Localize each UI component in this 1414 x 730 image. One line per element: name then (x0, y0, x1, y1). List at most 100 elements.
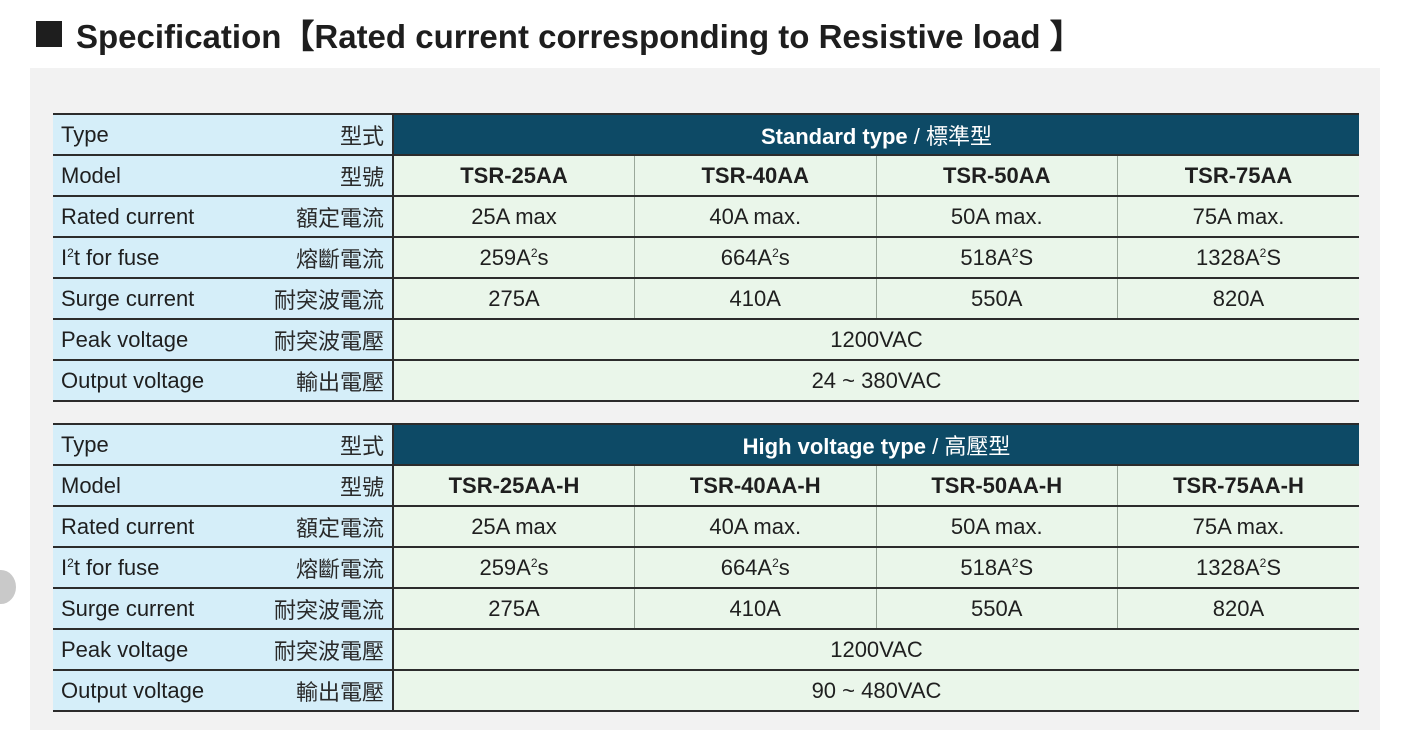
surge-current-cell: 820A (1117, 278, 1359, 320)
surge-current-label-zh: 耐突波電流 (273, 287, 384, 313)
type-row: Type 型式 High voltage type / 高壓型 (53, 423, 1359, 466)
rated-current-label-zh: 額定電流 (295, 515, 384, 541)
peak-voltage-label-zh: 耐突波電壓 (273, 638, 384, 664)
peak-voltage-row: Peak voltage 耐突波電壓 1200VAC (53, 319, 1359, 361)
model-cell: TSR-40AA-H (634, 465, 877, 507)
output-voltage-label-zh: 輸出電壓 (295, 369, 384, 395)
model-cell: TSR-25AA-H (393, 465, 635, 507)
i2t-cell: 518A2S (876, 547, 1118, 589)
type-row: Type 型式 Standard type / 標準型 (53, 113, 1359, 156)
i2t-label-text: t for fuse (73, 554, 160, 580)
model-label-zh: 型號 (339, 164, 384, 190)
i2t-label-sup: 2 (67, 555, 74, 570)
peak-voltage-row: Peak voltage 耐突波電壓 1200VAC (53, 629, 1359, 671)
type-label-en: Type (61, 121, 109, 147)
standard-type-header: Standard type / 標準型 (393, 113, 1359, 156)
i2t-label: I2t for fuse 熔斷電流 (53, 547, 394, 589)
page-title: Specification【Rated current correspondin… (36, 12, 1083, 56)
i2t-cell: 664A2s (634, 237, 877, 279)
model-cell: TSR-25AA (393, 155, 635, 197)
i2t-cell: 1328A2S (1117, 547, 1359, 589)
model-row: Model 型號 TSR-25AA TSR-40AA TSR-50AA TSR-… (53, 155, 1359, 197)
model-cell: TSR-50AA-H (876, 465, 1118, 507)
model-cell: TSR-50AA (876, 155, 1118, 197)
page-title-text: Specification【Rated current correspondin… (76, 18, 1083, 55)
peak-voltage-label-en: Peak voltage (61, 636, 189, 662)
model-label-en: Model (61, 472, 121, 498)
model-cell: TSR-75AA-H (1117, 465, 1359, 507)
type-label: Type 型式 (53, 113, 394, 156)
peak-voltage-label: Peak voltage 耐突波電壓 (53, 629, 394, 671)
i2t-label-pre: I (61, 244, 68, 270)
output-voltage-label-en: Output voltage (61, 367, 205, 393)
output-voltage-row: Output voltage 輸出電壓 90 ~ 480VAC (53, 670, 1359, 712)
model-label-zh: 型號 (339, 474, 384, 500)
model-cell: TSR-75AA (1117, 155, 1359, 197)
output-voltage-row: Output voltage 輸出電壓 24 ~ 380VAC (53, 360, 1359, 402)
peak-voltage-cell: 1200VAC (393, 319, 1359, 361)
surge-current-label-en: Surge current (61, 595, 195, 621)
i2t-label-pre: I (61, 554, 68, 580)
output-voltage-label: Output voltage 輸出電壓 (53, 670, 394, 712)
rated-current-label-zh: 額定電流 (295, 205, 384, 231)
peak-voltage-label-zh: 耐突波電壓 (273, 328, 384, 354)
type-label-zh: 型式 (339, 123, 384, 149)
rated-current-label: Rated current 額定電流 (53, 196, 394, 238)
rated-current-row: Rated current 額定電流 25A max 40A max. 50A … (53, 196, 1359, 238)
surge-current-cell: 410A (634, 278, 877, 320)
high-voltage-type-header: High voltage type / 高壓型 (393, 423, 1359, 466)
high-voltage-type-table: Type 型式 High voltage type / 高壓型 Model 型號… (53, 423, 1359, 712)
i2t-label: I2t for fuse 熔斷電流 (53, 237, 394, 279)
output-voltage-cell: 24 ~ 380VAC (393, 360, 1359, 402)
i2t-cell: 259A2s (393, 237, 635, 279)
peak-voltage-label-en: Peak voltage (61, 326, 189, 352)
surge-current-cell: 410A (634, 588, 877, 630)
standard-type-en: Standard type (760, 123, 908, 149)
rated-current-row: Rated current 額定電流 25A max 40A max. 50A … (53, 506, 1359, 548)
surge-current-cell: 275A (393, 278, 635, 320)
i2t-row: I2t for fuse 熔斷電流 259A2s 664A2s 518A2S 1… (53, 237, 1359, 279)
output-voltage-label: Output voltage 輸出電壓 (53, 360, 394, 402)
i2t-label-en: I2t for fuse (61, 555, 159, 581)
i2t-cell: 518A2S (876, 237, 1118, 279)
rated-current-cell: 50A max. (876, 196, 1118, 238)
i2t-label-en: I2t for fuse (61, 245, 159, 271)
surge-current-label: Surge current 耐突波電流 (53, 588, 394, 630)
model-row: Model 型號 TSR-25AA-H TSR-40AA-H TSR-50AA-… (53, 465, 1359, 507)
surge-current-cell: 550A (876, 588, 1118, 630)
rated-current-cell: 75A max. (1117, 506, 1359, 548)
rated-current-cell: 25A max (393, 506, 635, 548)
model-cell: TSR-40AA (634, 155, 877, 197)
type-label-en: Type (61, 431, 109, 457)
model-label: Model 型號 (53, 465, 394, 507)
rated-current-cell: 75A max. (1117, 196, 1359, 238)
model-label: Model 型號 (53, 155, 394, 197)
surge-current-cell: 550A (876, 278, 1118, 320)
i2t-row: I2t for fuse 熔斷電流 259A2s 664A2s 518A2S 1… (53, 547, 1359, 589)
standard-type-table: Type 型式 Standard type / 標準型 Model 型號 TSR… (53, 113, 1359, 402)
i2t-label-sup: 2 (67, 245, 74, 260)
peak-voltage-cell: 1200VAC (393, 629, 1359, 671)
surge-current-label: Surge current 耐突波電流 (53, 278, 394, 320)
output-voltage-label-zh: 輸出電壓 (295, 679, 384, 705)
rated-current-cell: 25A max (393, 196, 635, 238)
type-label-zh: 型式 (339, 433, 384, 459)
rated-current-cell: 50A max. (876, 506, 1118, 548)
i2t-cell: 1328A2S (1117, 237, 1359, 279)
rated-current-cell: 40A max. (634, 196, 877, 238)
i2t-label-zh: 熔斷電流 (295, 556, 384, 582)
rated-current-label-en: Rated current (61, 203, 195, 229)
rated-current-label: Rated current 額定電流 (53, 506, 394, 548)
surge-current-cell: 275A (393, 588, 635, 630)
scroll-handle[interactable] (0, 570, 16, 604)
peak-voltage-label: Peak voltage 耐突波電壓 (53, 319, 394, 361)
surge-current-label-en: Surge current (61, 285, 195, 311)
standard-type-zh: / 標準型 (907, 123, 993, 149)
surge-current-cell: 820A (1117, 588, 1359, 630)
output-voltage-cell: 90 ~ 480VAC (393, 670, 1359, 712)
high-voltage-type-en: High voltage type (742, 433, 926, 459)
output-voltage-label-en: Output voltage (61, 677, 205, 703)
i2t-cell: 259A2s (393, 547, 635, 589)
square-bullet-icon (36, 21, 62, 47)
surge-current-row: Surge current 耐突波電流 275A 410A 550A 820A (53, 278, 1359, 320)
